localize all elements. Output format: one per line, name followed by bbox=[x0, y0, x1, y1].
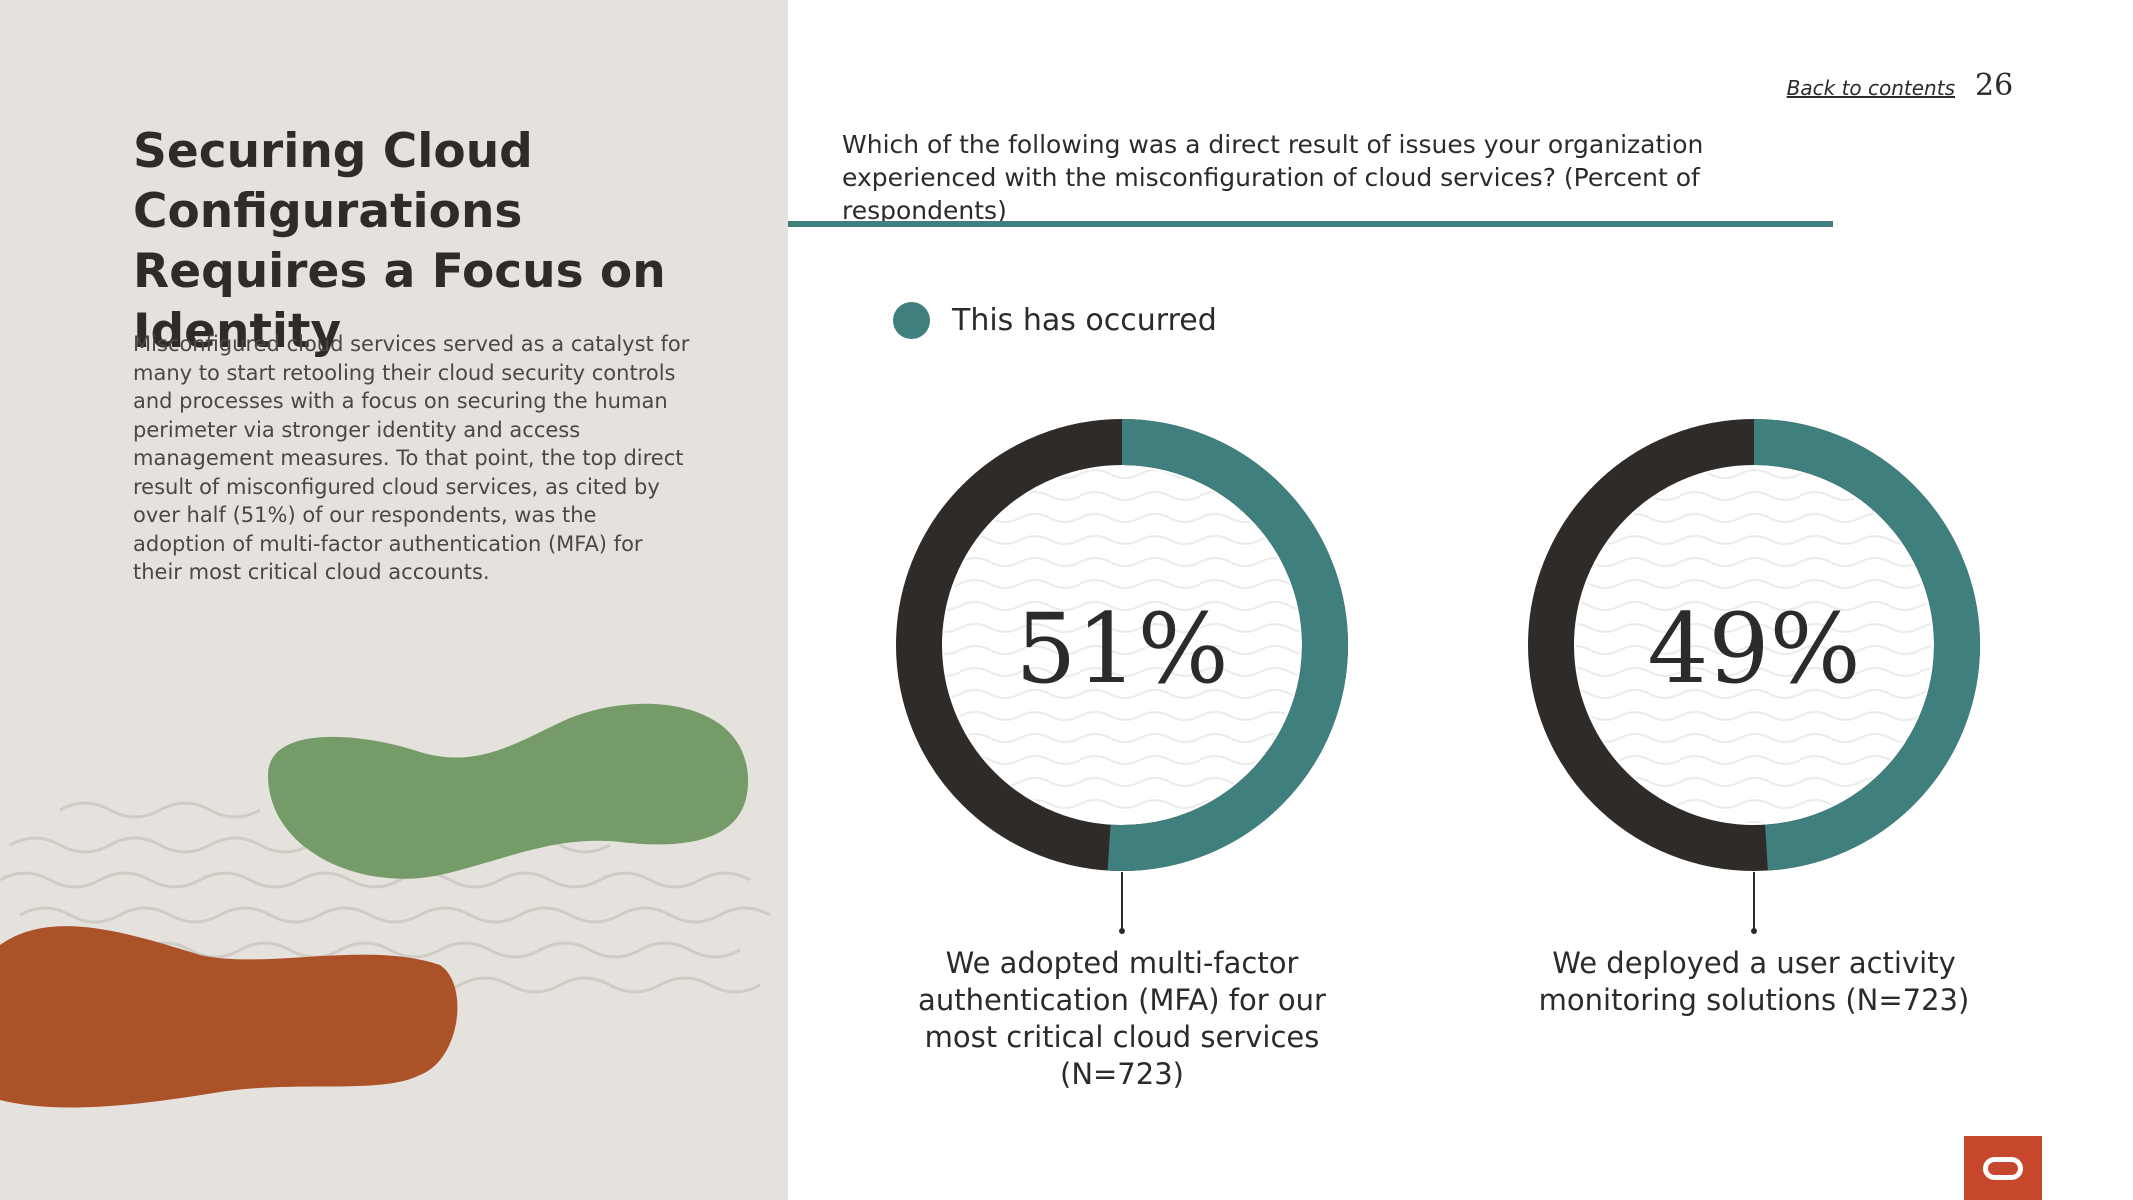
donut-1-caption: We adopted multi-factor authentication (… bbox=[918, 946, 1326, 1091]
legend-label: This has occurred bbox=[952, 302, 1217, 338]
donut-chart-1: 51% bbox=[896, 419, 1348, 934]
intro-text: Misconfigured cloud services served as a… bbox=[133, 332, 690, 584]
donut-2-percent-label: 49% bbox=[1647, 593, 1860, 705]
title-divider bbox=[788, 221, 1833, 227]
oracle-logo-icon bbox=[1964, 1136, 2042, 1200]
donut-1-occurred-arc bbox=[896, 419, 1348, 871]
green-blob bbox=[268, 703, 749, 879]
decorative-blobs bbox=[0, 703, 771, 1108]
donut-2-texture bbox=[1576, 467, 1932, 823]
donut-1-leader-dot bbox=[1119, 928, 1125, 934]
page-title: Securing Cloud Configurations Requires a… bbox=[133, 124, 666, 359]
donut-2-leader-dot bbox=[1751, 928, 1757, 934]
oracle-logo-ring bbox=[1983, 1156, 2023, 1180]
donut-1-texture bbox=[944, 467, 1300, 823]
donut-1-percent-label: 51% bbox=[1015, 593, 1228, 705]
back-to-contents-link[interactable]: Back to contents bbox=[1786, 76, 1955, 100]
donut-chart-2: 49% bbox=[1528, 419, 1980, 934]
chart-legend: This has occurred bbox=[893, 300, 1217, 340]
chart-title: Which of the following was a direct resu… bbox=[842, 130, 1704, 225]
donut-2-occurred-arc bbox=[1528, 419, 1980, 871]
legend-dot-icon bbox=[893, 301, 930, 339]
left-panel: Securing Cloud Configurations Requires a… bbox=[0, 0, 788, 1200]
donut-2-caption: We deployed a user activity monitoring s… bbox=[1538, 946, 1970, 1017]
page-number: 26 bbox=[1975, 68, 2014, 103]
orange-blob bbox=[0, 926, 458, 1108]
